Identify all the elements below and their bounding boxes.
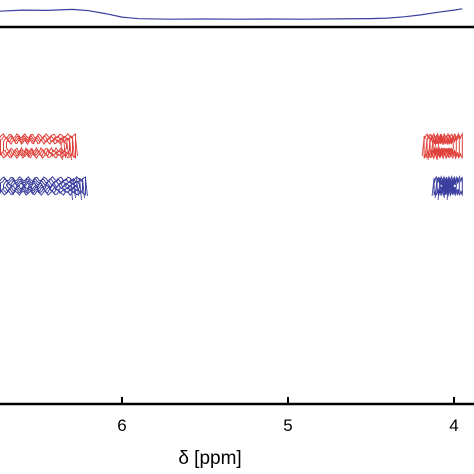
contour-fringe — [446, 177, 450, 201]
contour-fringe — [421, 137, 425, 157]
contour-fringe — [440, 177, 444, 197]
projection-trace — [0, 8, 463, 20]
contour-peak — [431, 174, 463, 201]
contour-line — [0, 178, 83, 195]
x-axis-label: δ [ppm] — [178, 448, 241, 469]
contour-line — [0, 134, 73, 158]
contour-line — [436, 177, 460, 195]
contour-line — [0, 132, 76, 160]
contour-fringe — [76, 177, 79, 197]
contour-line — [3, 136, 70, 156]
contour-fringe — [69, 137, 72, 161]
contour-peak — [0, 176, 88, 201]
contour-peak — [0, 132, 78, 161]
contour-line — [6, 138, 67, 154]
contour-fringe — [73, 177, 76, 199]
contour-layer — [0, 132, 463, 201]
contour-fringe — [430, 137, 434, 157]
x-tick-label: 5 — [283, 416, 292, 435]
contour-line — [433, 174, 463, 198]
contour-fringe — [66, 137, 69, 157]
contour-fringe — [79, 177, 82, 201]
contour-fringe — [60, 137, 63, 161]
contour-fringe — [427, 137, 431, 161]
contour-fringe — [85, 177, 88, 197]
contour-fringe — [75, 137, 78, 157]
contour-fringe — [424, 137, 428, 159]
contour-peak — [421, 132, 463, 161]
contour-fringe — [433, 137, 437, 159]
contour-fringe — [82, 177, 85, 199]
contour-line — [442, 181, 454, 191]
contour-fringe — [443, 177, 447, 199]
contour-fringe — [436, 137, 440, 161]
contour-line — [423, 132, 463, 160]
contour-fringe — [63, 137, 66, 159]
contour-line — [6, 181, 77, 191]
contour-line — [0, 176, 86, 197]
contour-fringe — [434, 177, 438, 199]
x-tick-layer: 6 5 4 — [117, 397, 459, 435]
contour-fringe — [437, 177, 441, 201]
projection-layer — [0, 8, 463, 20]
contour-fringe — [72, 137, 75, 159]
x-tick-label: 6 — [117, 416, 126, 435]
contour-fringe — [70, 177, 73, 201]
contour-line — [432, 138, 454, 154]
x-tick-label: 4 — [449, 416, 458, 435]
contour-line — [3, 179, 80, 193]
contour-fringe — [431, 177, 435, 197]
